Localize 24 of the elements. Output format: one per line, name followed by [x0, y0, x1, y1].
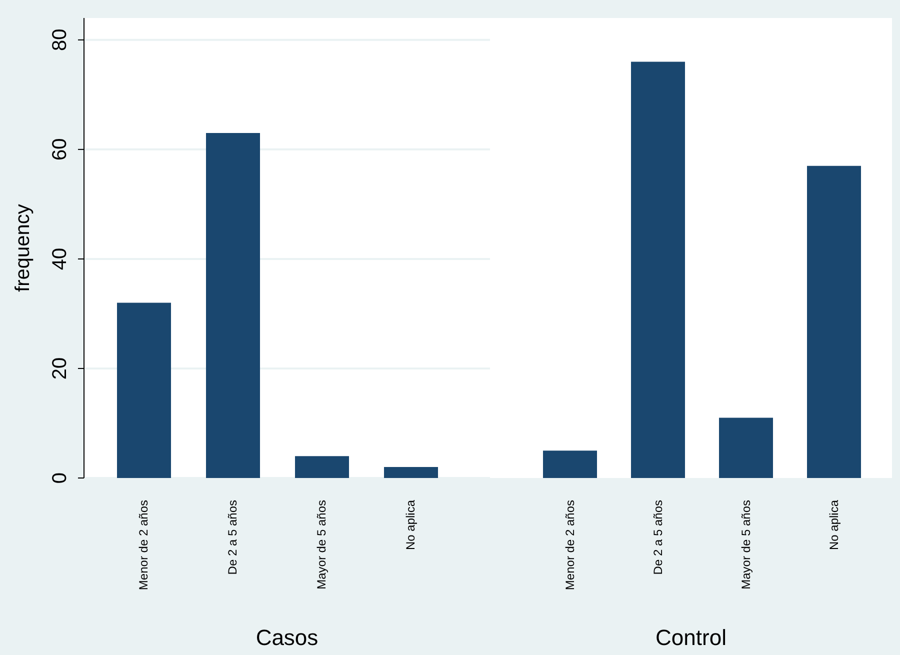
y-tick-label: 40 [49, 248, 71, 270]
bar [807, 166, 861, 478]
x-tick-label: No aplica [404, 500, 418, 550]
bar [117, 302, 171, 478]
y-tick-label: 80 [49, 28, 71, 52]
x-tick-label: Menor de 2 años [136, 500, 150, 590]
x-axis-title: Control [656, 625, 726, 650]
x-tick-label: De 2 a 5 años [226, 500, 240, 575]
bar [384, 467, 438, 478]
bar [206, 133, 260, 478]
x-tick-label: Menor de 2 años [563, 500, 577, 590]
x-tick-label: No aplica [827, 500, 841, 550]
bar [631, 62, 685, 478]
y-tick-label: 0 [49, 472, 71, 484]
y-tick-label: 20 [49, 357, 71, 380]
x-tick-label: Mayor de 5 años [314, 500, 328, 590]
y-tick-label: 60 [49, 138, 71, 161]
y-axis-title: frequency [12, 204, 34, 292]
x-tick-label: Mayor de 5 años [739, 500, 753, 590]
x-axis-title: Casos [256, 625, 318, 650]
bar [543, 450, 597, 478]
bar [295, 456, 349, 478]
x-tick-label: De 2 a 5 años [651, 500, 665, 575]
bar [719, 418, 773, 478]
